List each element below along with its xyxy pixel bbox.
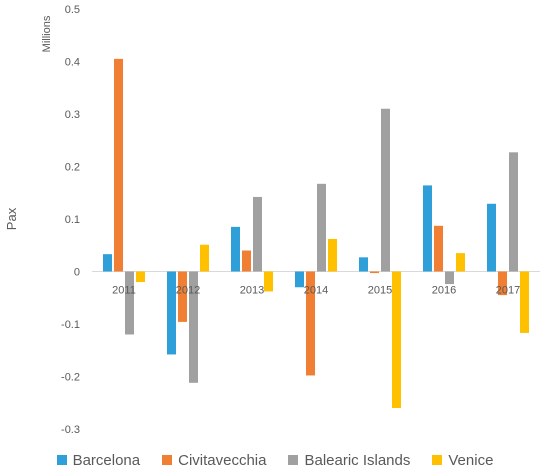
y-tick-label: 0.5 [65,4,80,16]
bar [178,271,187,322]
bar [317,183,326,272]
legend-swatch [162,455,173,465]
bar [103,254,112,272]
bar [359,257,368,272]
x-axis-categories: 2011 2012 2013 2014 2015 2016 2017 [112,285,520,297]
legend-item: Balearic Islands [288,452,410,469]
legend-label: Venice [448,451,494,469]
bar [136,271,145,282]
bars [103,58,529,408]
bar [423,185,432,272]
bar [456,253,465,272]
y-tick-label: 0.1 [65,214,80,226]
bar [264,271,273,292]
bar [231,226,240,272]
bar [295,271,304,288]
legend-label: Balearic Islands [304,451,411,469]
bar [242,250,251,272]
legend-label: Barcelona [72,451,141,469]
y-axis-ticks: 0.5 0.4 0.3 0.2 0.1 0 -0.1 -0.2 -0.3 [61,4,80,436]
legend-swatch [432,455,443,465]
bar [189,271,198,383]
bar [125,271,134,335]
y-tick-label: 0.2 [65,162,80,174]
y-tick-label: -0.3 [61,424,80,436]
bar [167,271,176,355]
x-category-label: 2011 [112,285,136,297]
legend-item: Civitavecchia [162,452,266,469]
bar [306,271,315,376]
legend-item: Venice [432,452,493,469]
y-tick-label: -0.2 [61,372,80,384]
y-tick-label: 0.4 [65,57,80,69]
bar [434,225,443,272]
x-category-label: 2014 [304,285,328,297]
legend-item: Barcelona [56,451,141,469]
bar [445,271,454,285]
legend: Barcelona Civitavecchia Balearic Islands Ve… [0,448,550,472]
bar [114,58,123,272]
bar [328,238,337,272]
x-category-label: 2015 [368,285,392,297]
bar [498,271,507,296]
x-category-label: 2017 [496,285,520,297]
bar [392,271,401,408]
bar [520,271,529,333]
bar [381,108,390,272]
bar [200,244,209,272]
x-category-label: 2016 [432,285,456,297]
bar [370,271,379,274]
bar [253,196,262,272]
legend-swatch [56,455,67,465]
legend-label: Civitavecchia [178,451,267,469]
y-tick-label: 0.3 [65,109,80,121]
bar [509,152,518,272]
x-category-label: 2012 [176,285,200,297]
y-axis-title: Pax [4,207,19,230]
x-category-label: 2013 [240,285,264,297]
y-tick-label: 0 [74,267,80,279]
y-tick-label: -0.1 [61,319,80,331]
unit-label: Millions [41,15,53,52]
bar [487,203,496,272]
legend-swatch [288,455,299,465]
